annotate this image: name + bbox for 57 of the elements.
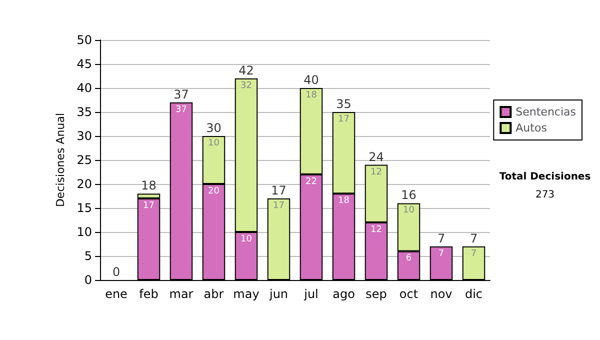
x-tick-label: ene: [105, 287, 128, 301]
total-label: 7: [437, 231, 446, 246]
x-tick-label: nov: [430, 287, 452, 301]
total-label: 0: [112, 265, 120, 279]
x-tick-label: jul: [303, 287, 318, 301]
total-label: 16: [401, 188, 416, 202]
data-label: 17: [338, 114, 350, 124]
y-tick-label: 25: [76, 153, 92, 167]
y-tick-label: 0: [84, 273, 92, 287]
data-label: 12: [370, 224, 382, 235]
data-label: 32: [240, 80, 252, 91]
y-axis-title: Decisiones Anual: [54, 112, 67, 208]
total-label: 7: [470, 231, 478, 246]
total-label: 35: [336, 97, 352, 111]
data-label: 22: [306, 176, 317, 187]
data-label: 7: [438, 248, 444, 259]
x-tick-label: sep: [366, 287, 387, 301]
legend-label: Autos: [516, 122, 548, 134]
data-label: 18: [306, 90, 318, 100]
total-label: 17: [271, 183, 286, 198]
data-label: 37: [176, 104, 187, 115]
y-tick-label: 30: [76, 129, 92, 143]
data-label: 7: [470, 248, 477, 259]
total-label: 18: [141, 178, 156, 193]
data-label: 6: [406, 254, 412, 264]
text: Total Decisiones: [499, 172, 591, 182]
y-tick-label: 20: [76, 177, 92, 191]
x-tick-label: feb: [139, 287, 158, 301]
total-label: 40: [304, 73, 319, 87]
data-label: 17: [143, 200, 154, 211]
total-label: 37: [174, 87, 189, 102]
text: 273: [535, 190, 555, 200]
x-tick-label: abr: [204, 287, 224, 301]
data-label: 10: [403, 206, 415, 216]
data-label: 20: [208, 186, 220, 196]
y-tick-label: 35: [76, 105, 92, 119]
x-tick-label: may: [233, 287, 260, 301]
y-tick-label: 40: [76, 81, 92, 95]
x-tick-label: ago: [332, 287, 355, 301]
x-tick-label: oct: [399, 287, 418, 301]
data-label: 12: [370, 167, 382, 178]
y-tick-label: 45: [76, 57, 92, 71]
data-label: 18: [338, 196, 350, 206]
total-label: 30: [206, 121, 222, 135]
y-tick-label: 50: [76, 33, 92, 47]
data-label: 10: [208, 138, 220, 148]
data-label: 10: [240, 234, 252, 244]
y-tick-label: 5: [84, 249, 92, 263]
legend-label: Sentencias: [516, 106, 576, 118]
y-tick-label: 10: [76, 225, 92, 239]
x-tick-label: mar: [169, 287, 194, 301]
y-tick-label: 15: [76, 201, 92, 215]
total-label: 42: [238, 63, 254, 78]
x-tick-label: dic: [464, 287, 483, 301]
data-label: 17: [273, 200, 284, 211]
x-tick-label: jun: [268, 287, 288, 301]
total-label: 24: [368, 150, 384, 164]
